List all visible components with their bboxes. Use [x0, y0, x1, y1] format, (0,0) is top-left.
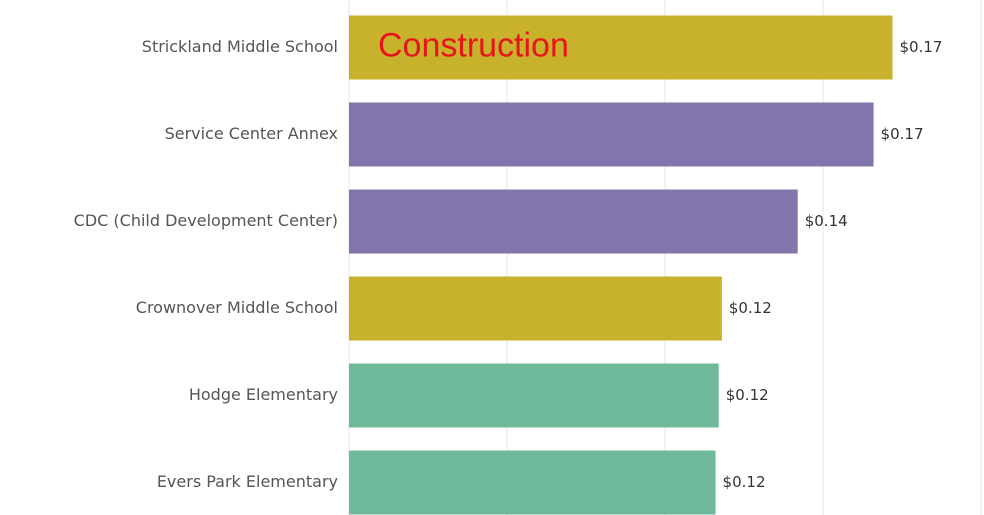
bar [349, 450, 716, 515]
category-label: Crownover Middle School [136, 298, 338, 317]
value-label: $0.17 [900, 38, 943, 56]
value-label: $0.12 [729, 299, 772, 317]
category-label: Evers Park Elementary [157, 472, 338, 491]
bar [349, 15, 893, 80]
bar [349, 363, 719, 428]
value-label: $0.12 [726, 386, 769, 404]
bar [349, 276, 722, 341]
annotation: Construction [378, 26, 569, 64]
value-label: $0.12 [723, 473, 766, 491]
value-label: $0.14 [805, 212, 848, 230]
category-label: Service Center Annex [165, 124, 338, 143]
category-label: Hodge Elementary [189, 385, 338, 404]
category-label: CDC (Child Development Center) [74, 211, 338, 230]
bar [349, 189, 798, 254]
value-label: $0.17 [881, 125, 924, 143]
bar [349, 102, 874, 167]
category-label: Strickland Middle School [142, 37, 338, 56]
